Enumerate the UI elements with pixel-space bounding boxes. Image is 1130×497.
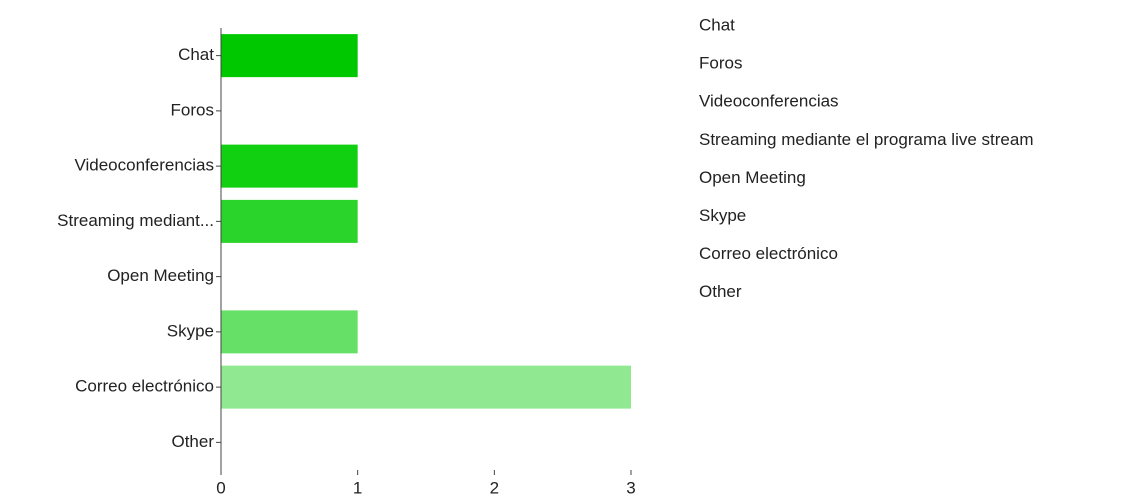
y-tick-label: Videoconferencias (74, 156, 214, 175)
x-tick-label: 1 (353, 478, 362, 497)
bar (221, 34, 358, 78)
x-tick-label: 0 (216, 478, 225, 497)
legend-entry: Videoconferencias (699, 92, 839, 111)
bar (221, 144, 358, 188)
y-tick-label: Foros (171, 100, 214, 119)
y-tick-label: Streaming mediant... (57, 211, 214, 230)
legend-entry: Correo electrónico (699, 244, 838, 263)
legend-entry: Skype (699, 206, 746, 225)
legend-entry: Streaming mediante el programa live stre… (699, 130, 1033, 149)
legend-entry: Other (699, 282, 742, 301)
x-tick-label: 3 (626, 478, 635, 497)
y-tick-label: Open Meeting (107, 266, 214, 285)
y-tick-label: Other (171, 432, 214, 451)
bar (221, 310, 358, 354)
y-tick-label: Correo electrónico (75, 377, 214, 396)
y-tick-label: Skype (167, 321, 214, 340)
bar (221, 365, 631, 409)
legend-entry: Open Meeting (699, 168, 806, 187)
legend-entry: Chat (699, 15, 735, 34)
legend-entry: Foros (699, 54, 742, 73)
y-tick-label: Chat (178, 45, 214, 64)
x-tick-label: 2 (490, 478, 499, 497)
bar (221, 199, 358, 243)
